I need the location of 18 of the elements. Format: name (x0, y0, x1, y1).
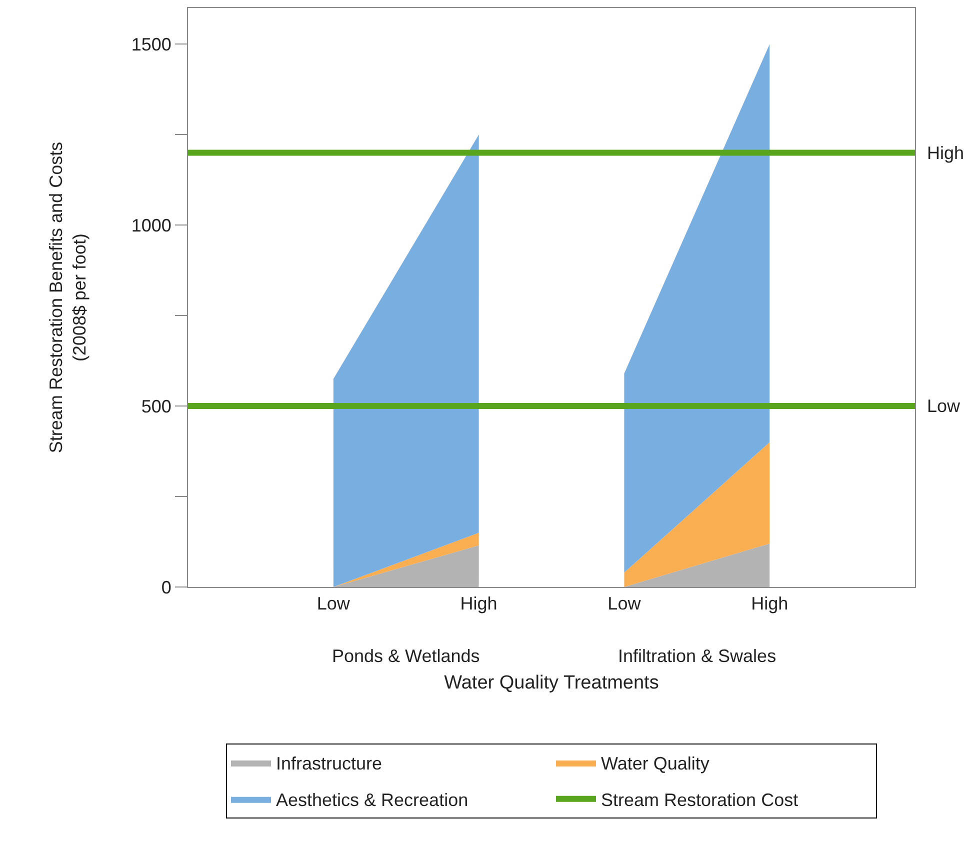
y-tick-label: 0 (161, 577, 172, 598)
legend-label: Stream Restoration Cost (601, 790, 798, 810)
x-tick-label: Low (608, 594, 642, 614)
x-tick-label: Low (316, 594, 351, 614)
x-axis-title: Water Quality Treatments (444, 672, 659, 694)
y-tick-label: 1500 (131, 34, 172, 54)
legend-label: Aesthetics & Recreation (276, 790, 468, 810)
x-tick-label: High (751, 594, 788, 614)
y-tick-label: 1000 (131, 215, 172, 236)
text: Ponds & Wetlands (332, 646, 480, 666)
ref-line-label: High (927, 143, 964, 163)
x-tick-label: High (460, 594, 498, 614)
ref-line-label: Low (927, 396, 962, 416)
legend-label: Water Quality (601, 754, 710, 774)
legend-label: Infrastructure (276, 754, 382, 774)
y-axis-title: Stream Restoration Benefits and Costs (2008$ per foot) (46, 142, 90, 454)
text: Infiltration & Swales (618, 646, 776, 666)
y-tick-label: 500 (141, 396, 172, 416)
